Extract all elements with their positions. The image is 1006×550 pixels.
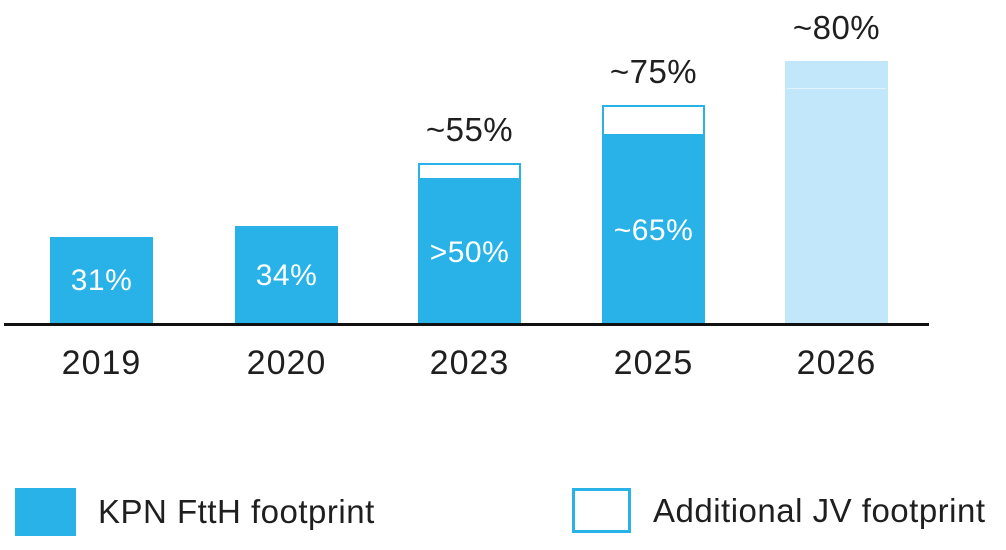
bar-value-label: 34% [255,258,318,292]
legend-swatch-solid-blue [15,488,76,536]
x-tick-2023: 2023 [429,344,510,382]
bar-2020: 34% [235,226,338,325]
x-tick-2025: 2025 [613,344,694,382]
x-tick-2019: 2019 [61,344,142,382]
x-tick-2026: 2026 [796,344,877,382]
bar-kpn-segment: 34% [235,226,338,325]
legend-item-additional-jv: Additional JV footprint [572,488,986,533]
legend-label: KPN FttH footprint [98,493,375,530]
bar-total-label: ~55% [425,111,514,148]
legend-swatch-blue-outline [572,488,631,533]
bar-total-label: ~75% [609,53,698,90]
legend: KPN FttH footprint Additional JV footpri… [0,488,1006,538]
bar-2026-projection [785,61,888,325]
legend-item-kpn-ftth: KPN FttH footprint [15,488,375,536]
x-axis-labels: 2019 2020 2023 2025 2026 [0,344,1006,388]
bar-kpn-segment [785,61,888,325]
bar-2023: >50% [418,163,521,325]
bar-kpn-segment: >50% [418,180,521,325]
bar-value-label: >50% [429,235,510,269]
bar-value-label: 31% [70,264,133,297]
bar-2025: ~65% [602,105,705,325]
x-tick-2020: 2020 [246,344,327,382]
bar-total-label: ~80% [792,9,881,46]
bar-value-label: ~65% [613,213,694,247]
legend-label: Additional JV footprint [653,491,986,529]
bar-2019: 31% [50,237,153,325]
bar-kpn-segment: ~65% [602,136,705,325]
bar-kpn-segment: 31% [50,237,153,325]
bar-jv-segment [418,163,521,180]
x-axis-line [4,323,929,326]
plot-area: 31% 34% ~55% >50% ~75% ~65% [4,9,929,326]
bar-jv-segment [602,105,705,136]
